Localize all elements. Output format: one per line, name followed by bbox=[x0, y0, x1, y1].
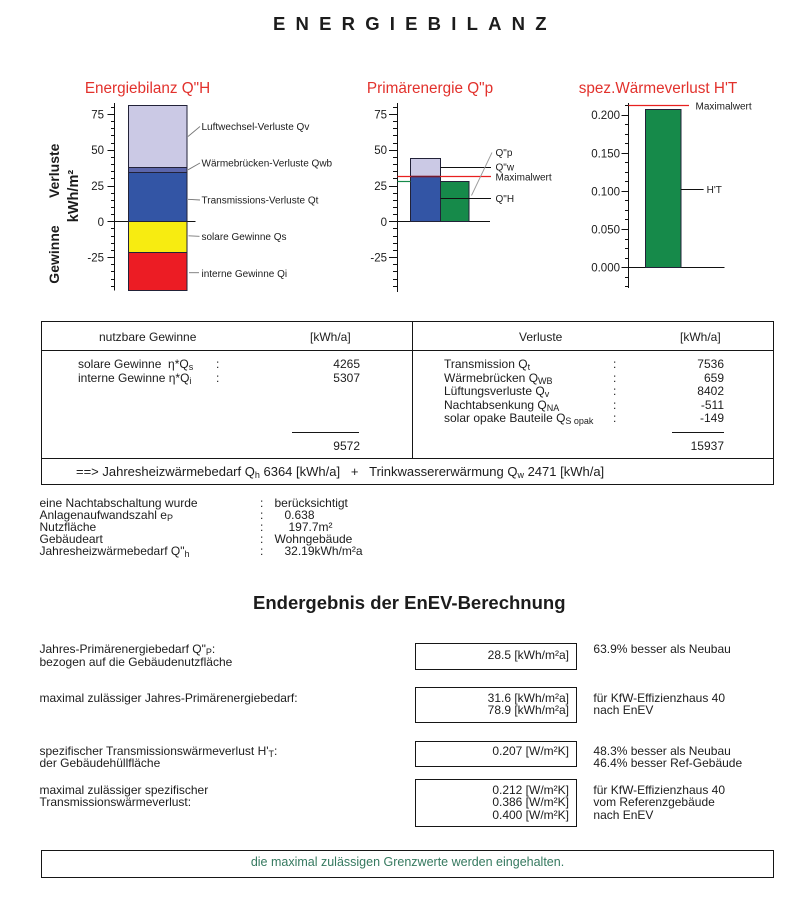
svg-text:Maximalwert: Maximalwert bbox=[696, 102, 752, 113]
svg-text:0: 0 bbox=[381, 217, 387, 229]
svg-text:-25: -25 bbox=[370, 253, 387, 265]
svg-text:0.200: 0.200 bbox=[591, 110, 620, 122]
svg-text:50: 50 bbox=[91, 145, 104, 157]
svg-text:75: 75 bbox=[91, 109, 104, 121]
svg-text:Verluste: Verluste bbox=[46, 143, 62, 198]
svg-text:Q"p: Q"p bbox=[496, 148, 513, 159]
svg-text:25: 25 bbox=[91, 181, 104, 193]
svg-text:kWh/m²: kWh/m² bbox=[66, 170, 82, 223]
svg-text:0.000: 0.000 bbox=[591, 263, 620, 275]
svg-text:0.150: 0.150 bbox=[591, 148, 620, 160]
svg-text:Maximalwert: Maximalwert bbox=[496, 172, 552, 183]
svg-text:Gewinne: Gewinne bbox=[46, 225, 62, 284]
svg-text:spez.Wärmeverlust H'T: spez.Wärmeverlust H'T bbox=[579, 80, 737, 97]
svg-text:0.050: 0.050 bbox=[591, 225, 620, 237]
svg-text:solare Gewinne Qs: solare Gewinne Qs bbox=[202, 232, 287, 243]
svg-text:25: 25 bbox=[374, 181, 387, 193]
svg-text:0.100: 0.100 bbox=[591, 186, 620, 198]
svg-text:75: 75 bbox=[374, 109, 387, 121]
svg-text:Primärenergie Q"p: Primärenergie Q"p bbox=[367, 80, 493, 97]
svg-text:Q"H: Q"H bbox=[496, 194, 515, 205]
svg-text:Transmissions-Verluste Qt: Transmissions-Verluste Qt bbox=[202, 195, 319, 206]
svg-text:Energiebilanz Q"H: Energiebilanz Q"H bbox=[85, 80, 210, 97]
svg-text:Q"w: Q"w bbox=[496, 163, 515, 174]
svg-text:0: 0 bbox=[98, 217, 104, 229]
svg-text:Luftwechsel-Verluste Qv: Luftwechsel-Verluste Qv bbox=[202, 122, 310, 133]
svg-text:50: 50 bbox=[374, 145, 387, 157]
svg-text:interne Gewinne Qi: interne Gewinne Qi bbox=[202, 269, 288, 280]
svg-text:-25: -25 bbox=[87, 253, 104, 265]
svg-text:Wärmebrücken-Verluste Qwb: Wärmebrücken-Verluste Qwb bbox=[202, 158, 333, 169]
svg-text:H'T: H'T bbox=[707, 185, 722, 196]
